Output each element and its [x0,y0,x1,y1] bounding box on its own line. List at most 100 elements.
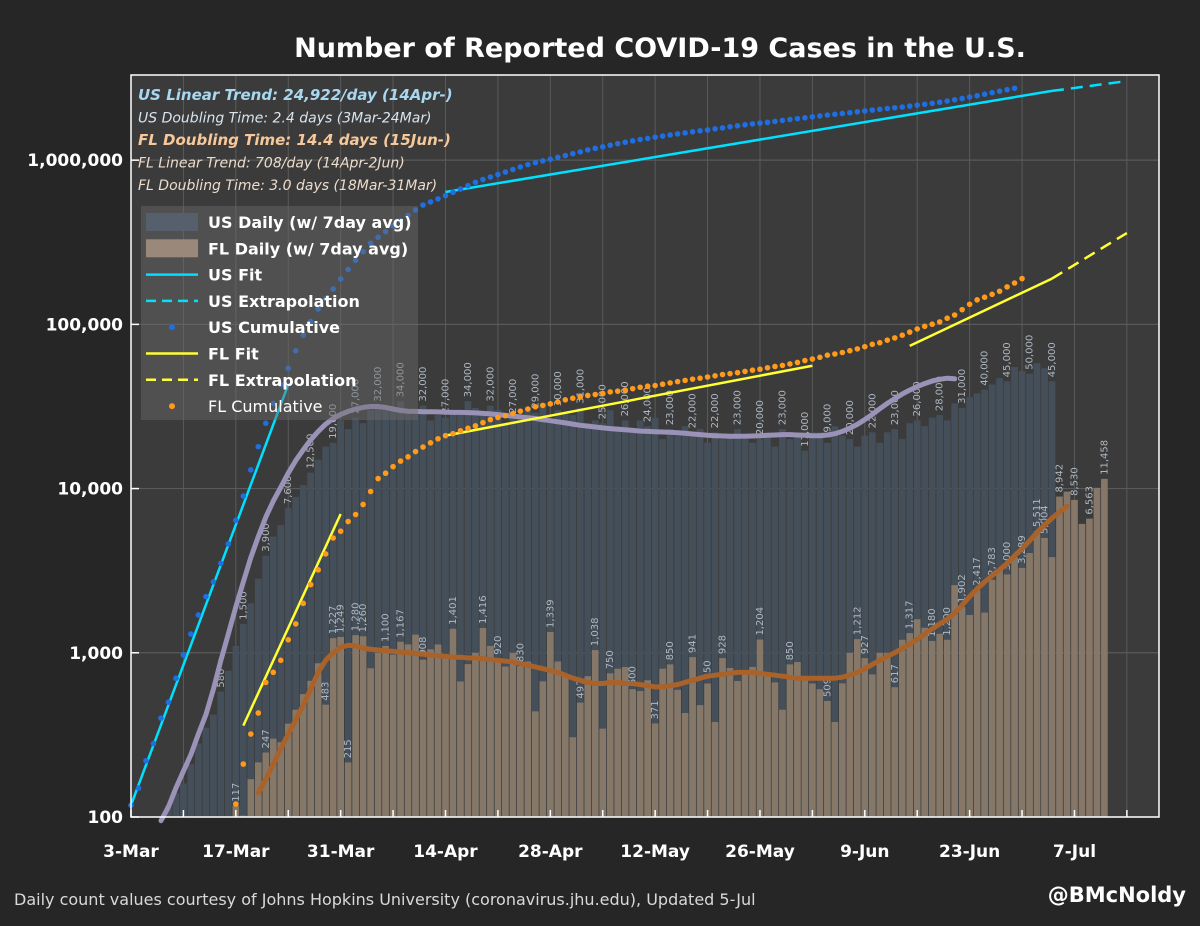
us-bar-value-label: 26,000 [620,381,631,416]
fl-cumulative-dot [397,458,404,464]
fl-bar-value-label: 2,417 [972,557,983,586]
trend-annotation: FL Linear Trend: 708/day (14Apr-2Jun) [138,156,405,172]
fl-daily-bar [606,673,614,817]
us-daily-bar [449,410,457,817]
us-daily-bar [284,508,292,817]
fl-cumulative-dot [712,373,718,379]
us-cumulative-dot [173,675,179,682]
fl-bar-value-label: 5,511 [1032,498,1043,527]
legend-symbol-fl-bar [146,239,198,258]
us-daily-bar [479,412,487,817]
us-daily-bar [801,450,809,817]
us-cumulative-dot [779,117,786,124]
us-daily-bar [352,417,359,817]
fl-cumulative-dot [255,710,262,716]
us-daily-bar [891,429,899,817]
y-tick-label: 1,000 [69,644,123,664]
fl-cumulative-dot [689,376,696,382]
legend-label: FL Extrapolation [208,371,357,390]
us-bar-value-label: 24,000 [643,387,654,422]
us-cumulative-dot [1004,86,1010,93]
fl-daily-bar [337,636,345,817]
fl-bar-value-label: 1,180 [927,608,938,637]
fl-daily-bar [988,579,996,817]
us-daily-bar [367,410,374,817]
fl-cumulative-dot [427,439,434,446]
us-bar-value-label: 20,000 [845,400,856,435]
us-cumulative-dot [704,127,711,133]
us-cumulative-dot [502,169,509,175]
fl-daily-bar [591,650,599,817]
us-daily-bar [651,417,659,817]
fl-cumulative-dot [764,364,771,371]
fl-daily-bar [906,633,914,817]
fl-daily-bar [696,705,704,817]
us-daily-bar [434,415,442,817]
fl-daily-bar [352,635,359,817]
fl-daily-bar [472,652,479,817]
fl-cumulative-dot [435,435,441,442]
us-cumulative-dot [547,156,554,163]
us-daily-bar [442,417,449,817]
us-bar-value-label: 32,000 [485,367,496,402]
fl-cumulative-dot [465,425,471,432]
us-bar-value-label: 31,000 [957,369,968,404]
us-cumulative-dot [525,161,531,168]
us-daily-bar [981,389,988,817]
fl-daily-bar [779,709,786,817]
us-cumulative-dot [936,99,943,106]
fl-daily-bar [1048,557,1056,817]
us-daily-bar [741,439,749,817]
fl-bar-value-label: 1,339 [545,599,556,628]
us-cumulative-dot [622,139,628,146]
us-cumulative-dot [225,541,232,547]
fl-daily-bar [509,652,517,817]
us-cumulative-dot [794,115,801,122]
us-cumulative-dot [382,228,389,235]
fl-cumulative-dot [734,369,741,376]
us-daily-bar [561,412,569,817]
us-daily-bar [314,459,322,817]
fl-cumulative-dot [749,367,756,373]
us-daily-bar [382,407,389,817]
fl-daily-bar [539,681,547,817]
fl-bar-value-label: 1,416 [478,595,489,624]
us-cumulative-dot [592,145,599,152]
fl-bar-value-label: 1,038 [590,617,601,646]
us-bar-value-label: 19,000 [822,404,833,439]
us-cumulative-dot [944,98,950,104]
us-daily-bar [734,429,741,817]
fl-cumulative-dot [996,288,1003,295]
fl-daily-bar [277,742,285,817]
us-cumulative-dot [285,365,292,372]
us-daily-bar [936,415,944,817]
trend-annotation: US Doubling Time: 2.4 days (3Mar-24Mar) [138,111,432,127]
us-daily-bar [816,432,824,817]
fl-cumulative-dot [487,416,494,423]
fl-cumulative-dot [390,463,396,470]
us-bar-value-label: 29,000 [530,374,541,409]
fl-daily-bar [951,585,959,817]
fl-daily-bar [1033,531,1041,817]
fl-daily-bar [659,668,666,817]
us-cumulative-dot [352,257,359,264]
us-cumulative-dot [457,186,464,192]
us-daily-bar [846,439,854,817]
us-bar-value-label: 27,000 [351,379,362,414]
fl-cumulative-dot [540,402,546,409]
x-tick-label: 31-Mar [307,842,375,862]
fl-daily-bar [299,694,307,817]
fl-bar-value-label: 483 [321,682,332,701]
us-daily-bar [195,743,202,817]
fl-daily-bar [681,712,689,817]
fl-daily-bar [898,639,906,817]
us-daily-bar [262,555,270,817]
fl-daily-bar [838,683,846,817]
us-bar-value-label: 25,000 [598,384,609,419]
fl-daily-bar [389,654,397,817]
legend-label: FL Cumulative [208,397,323,416]
fl-daily-bar [861,658,869,817]
fl-bar-value-label: 1,401 [448,596,459,625]
